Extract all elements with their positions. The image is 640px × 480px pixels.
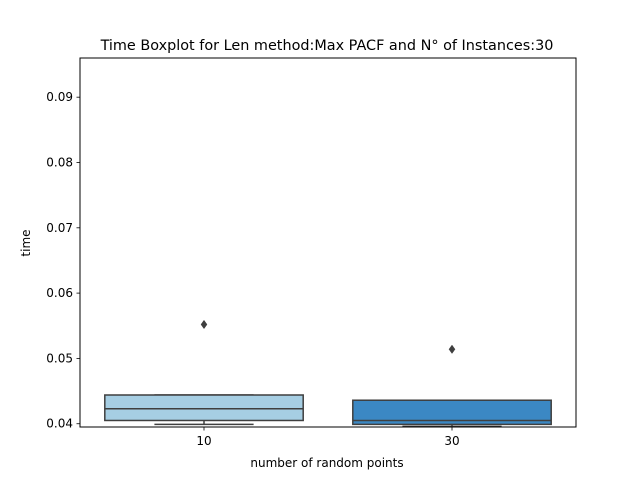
boxes-group	[104, 319, 552, 428]
x-tick-label: 30	[444, 434, 459, 448]
y-tick-label: 0.06	[46, 286, 73, 300]
box-10	[104, 394, 304, 422]
outlier-point	[200, 319, 208, 330]
y-tick-label: 0.05	[46, 351, 73, 365]
y-axis: 0.04 0.05 0.06 0.07 0.08 0.09	[46, 90, 80, 431]
y-tick-label: 0.04	[46, 417, 73, 431]
y-tick-label: 0.07	[46, 221, 73, 235]
x-axis-label: number of random points	[250, 456, 403, 470]
outlier-point	[448, 344, 456, 354]
x-axis: 10 30	[196, 427, 460, 448]
y-tick-label: 0.09	[46, 90, 73, 104]
chart-title: Time Boxplot for Len method:Max PACF and…	[100, 38, 554, 54]
y-tick-label: 0.08	[46, 155, 73, 169]
x-tick-label: 10	[196, 434, 211, 448]
plot-frame	[79, 57, 577, 428]
y-axis-label: time	[19, 229, 33, 256]
